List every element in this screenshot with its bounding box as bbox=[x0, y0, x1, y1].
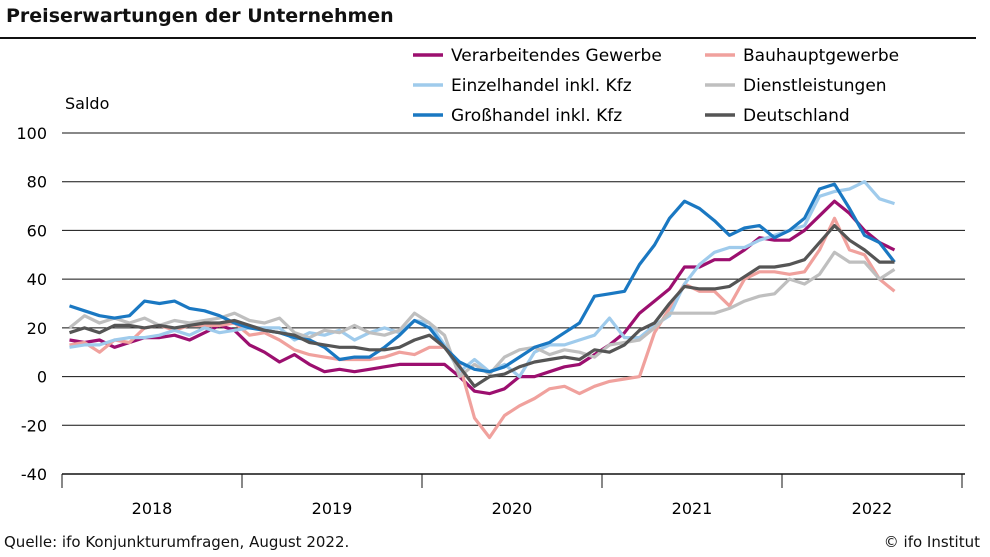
title-rule bbox=[0, 37, 976, 39]
copyright-note: © ifo Institut bbox=[883, 533, 980, 551]
x-tick-label: 2021 bbox=[672, 499, 713, 518]
series-line-deutschland bbox=[69, 224, 895, 388]
legend-label: Deutschland bbox=[743, 106, 850, 126]
y-axis-label: Saldo bbox=[65, 94, 109, 113]
y-tick-label: 80 bbox=[27, 173, 47, 192]
legend-label: Einzelhandel inkl. Kfz bbox=[451, 76, 632, 96]
y-tick-label: 40 bbox=[27, 270, 47, 289]
y-tick-label: 0 bbox=[37, 368, 47, 387]
y-tick-label: -20 bbox=[21, 416, 47, 435]
y-tick-label: 20 bbox=[27, 319, 47, 338]
x-tick-label: 2019 bbox=[312, 499, 353, 518]
chart-title: Preiserwartungen der Unternehmen bbox=[6, 5, 394, 27]
series-line-gro-handel-inkl-kfz bbox=[69, 182, 896, 374]
series-line-bauhauptgewerbe bbox=[69, 216, 896, 440]
y-tick-label: 100 bbox=[16, 124, 47, 143]
legend-label: Bauhauptgewerbe bbox=[743, 46, 899, 66]
x-tick-label: 2020 bbox=[492, 499, 533, 518]
legend-label: Dienstleistungen bbox=[743, 76, 887, 96]
y-tick-label: 60 bbox=[27, 221, 47, 240]
series-line-einzelhandel-inkl-kfz bbox=[69, 180, 895, 379]
x-tick-label: 2018 bbox=[132, 499, 173, 518]
source-note: Quelle: ifo Konjunkturumfragen, August 2… bbox=[4, 533, 350, 551]
legend-label: Verarbeitendes Gewerbe bbox=[451, 46, 662, 66]
x-tick-label: 2022 bbox=[852, 499, 893, 518]
legend-label: Großhandel inkl. Kfz bbox=[451, 106, 622, 126]
y-tick-label: -40 bbox=[21, 465, 47, 484]
